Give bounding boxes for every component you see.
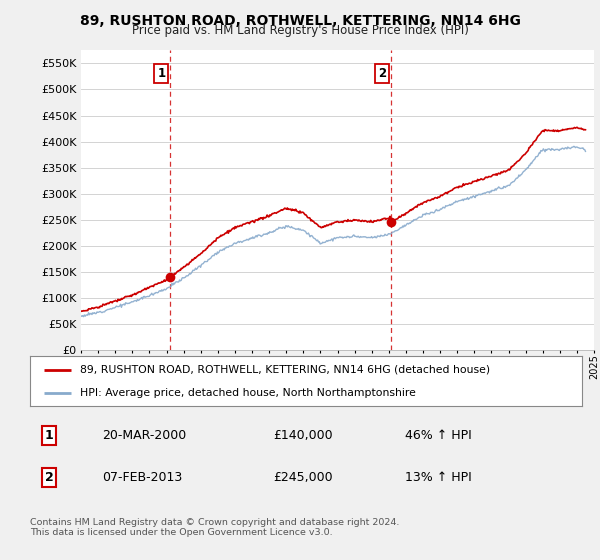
Text: 2: 2 bbox=[45, 471, 53, 484]
Text: 07-FEB-2013: 07-FEB-2013 bbox=[102, 471, 182, 484]
Text: 2: 2 bbox=[378, 67, 386, 80]
Text: 13% ↑ HPI: 13% ↑ HPI bbox=[406, 471, 472, 484]
Text: £245,000: £245,000 bbox=[273, 471, 332, 484]
Text: Price paid vs. HM Land Registry's House Price Index (HPI): Price paid vs. HM Land Registry's House … bbox=[131, 24, 469, 37]
Text: HPI: Average price, detached house, North Northamptonshire: HPI: Average price, detached house, Nort… bbox=[80, 389, 416, 398]
Text: 20-MAR-2000: 20-MAR-2000 bbox=[102, 429, 186, 442]
Text: 46% ↑ HPI: 46% ↑ HPI bbox=[406, 429, 472, 442]
Text: 89, RUSHTON ROAD, ROTHWELL, KETTERING, NN14 6HG (detached house): 89, RUSHTON ROAD, ROTHWELL, KETTERING, N… bbox=[80, 365, 490, 375]
Text: 1: 1 bbox=[157, 67, 166, 80]
Text: £140,000: £140,000 bbox=[273, 429, 332, 442]
Text: 89, RUSHTON ROAD, ROTHWELL, KETTERING, NN14 6HG: 89, RUSHTON ROAD, ROTHWELL, KETTERING, N… bbox=[80, 14, 520, 28]
Text: Contains HM Land Registry data © Crown copyright and database right 2024.
This d: Contains HM Land Registry data © Crown c… bbox=[30, 518, 400, 538]
Text: 1: 1 bbox=[45, 429, 53, 442]
